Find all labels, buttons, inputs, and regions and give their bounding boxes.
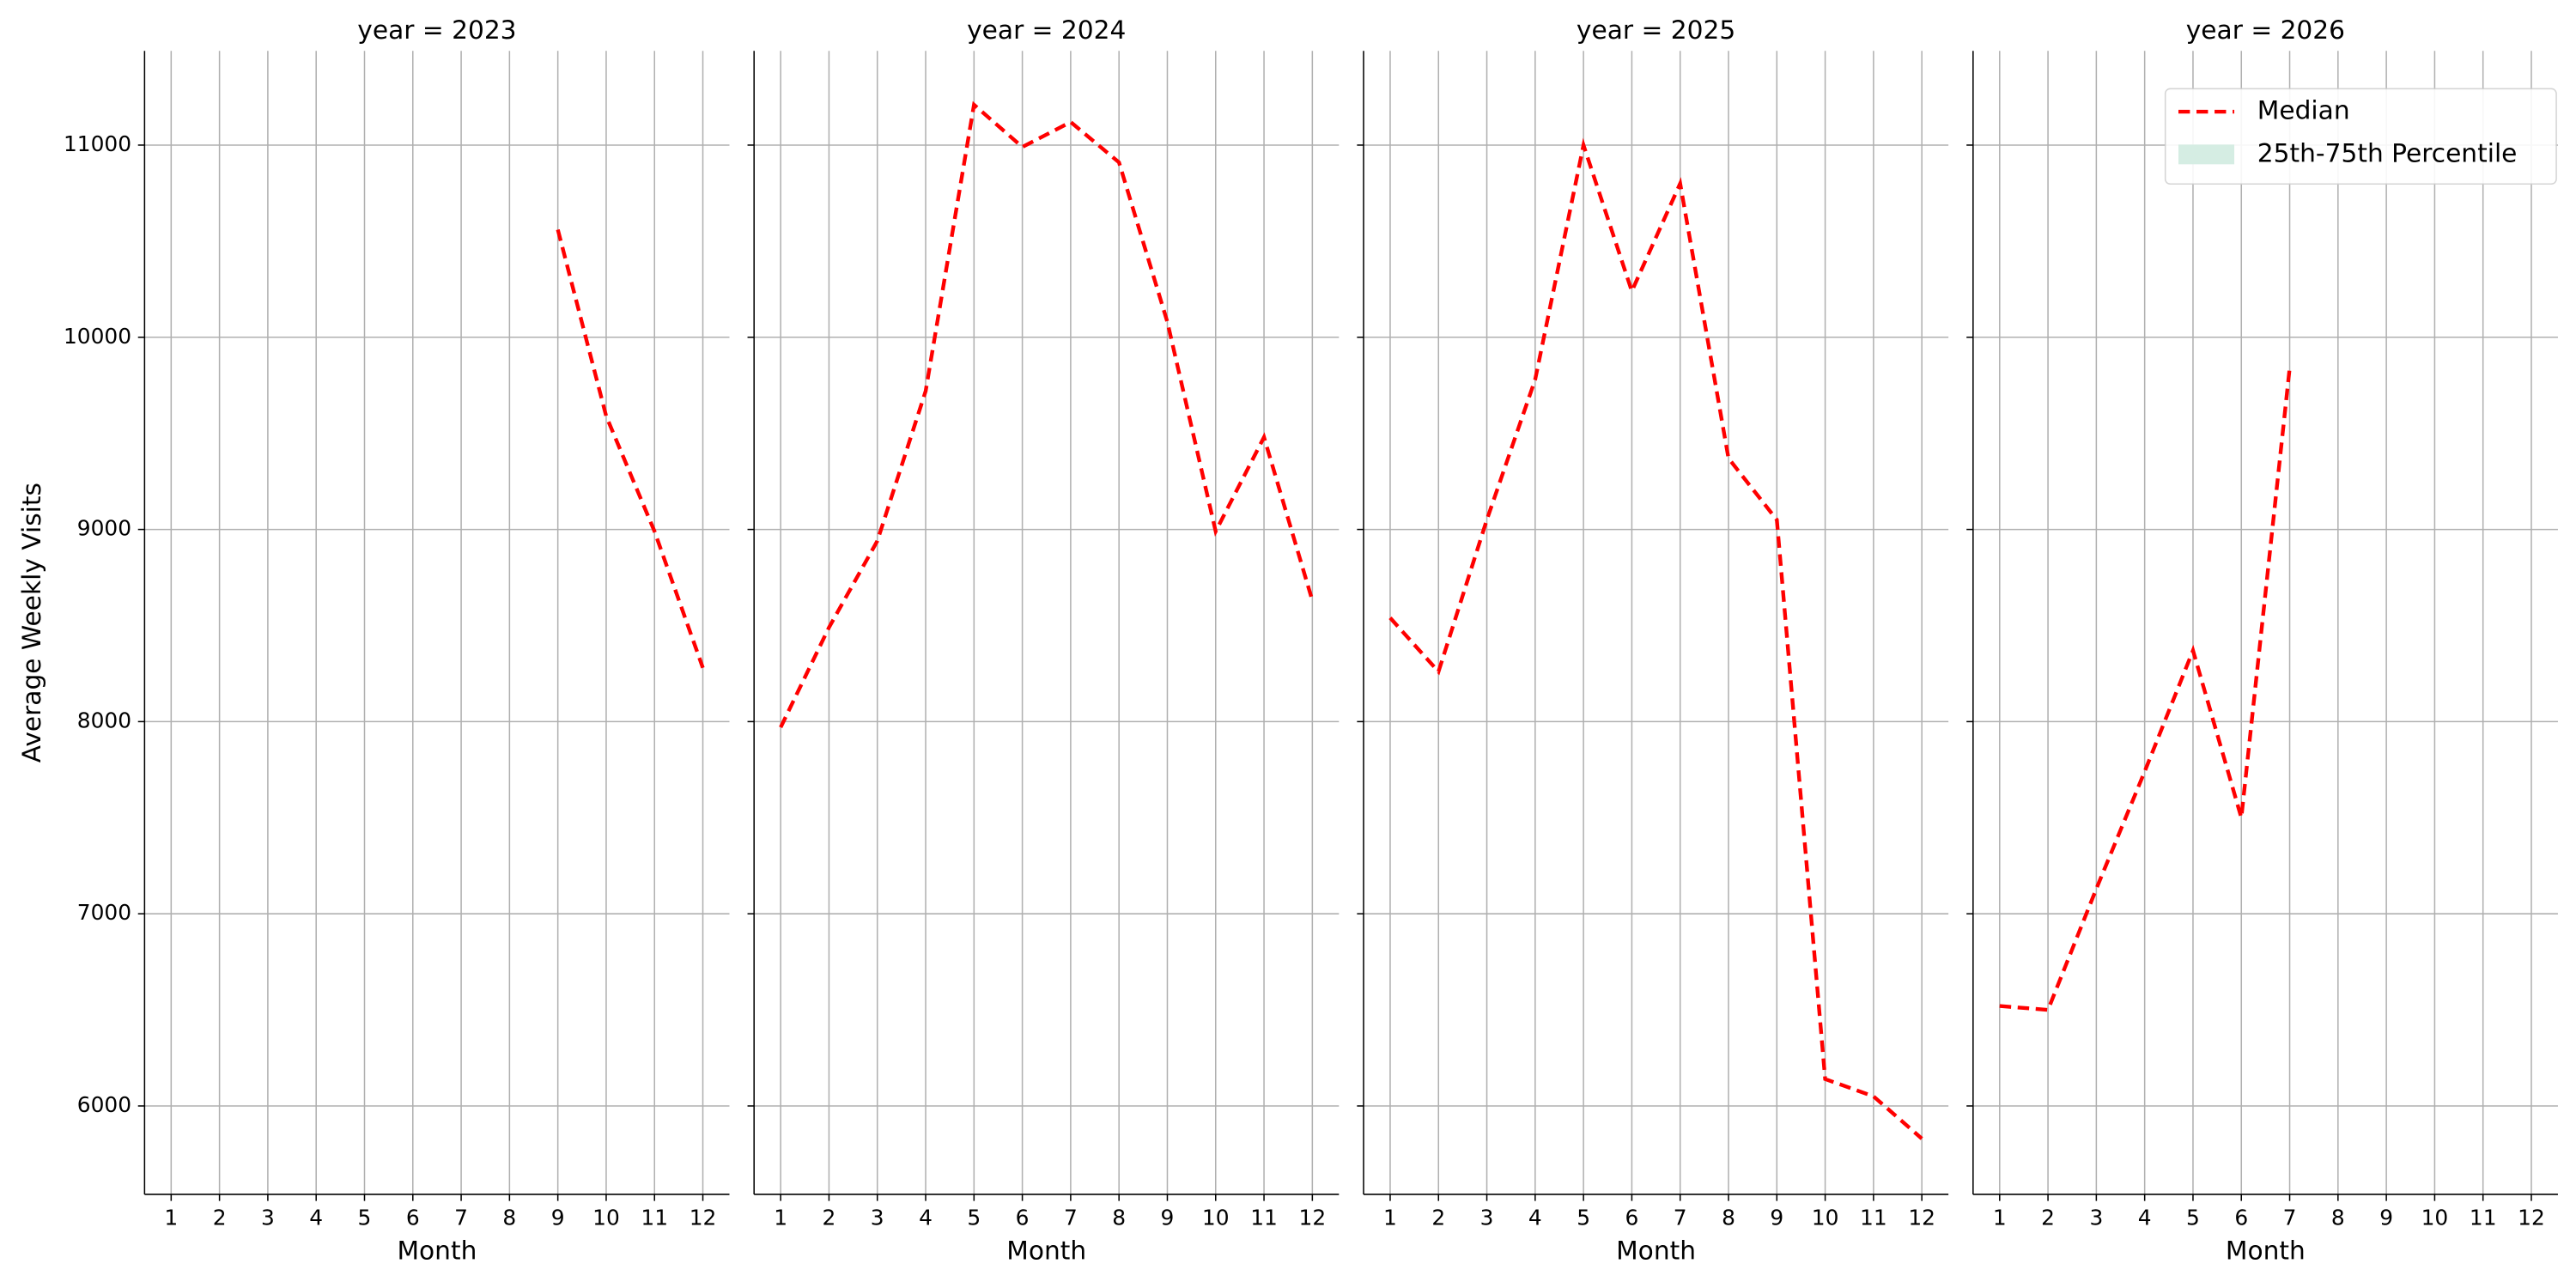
median-line [556, 228, 705, 669]
x-tick-label: 7 [1674, 1206, 1687, 1230]
x-tick-label: 7 [454, 1206, 468, 1230]
x-tick-label: 2 [823, 1206, 836, 1230]
x-tick-label: 6 [1016, 1206, 1030, 1230]
x-tick-label: 11 [2470, 1206, 2497, 1230]
legend-label: Median [2257, 95, 2350, 125]
panel-title: year = 2026 [2186, 15, 2345, 45]
x-tick-label: 5 [2186, 1206, 2200, 1230]
x-tick-label: 9 [1770, 1206, 1783, 1230]
x-tick-label: 1 [774, 1206, 787, 1230]
y-tick-label: 8000 [77, 708, 131, 732]
x-tick-label: 10 [2421, 1206, 2449, 1230]
y-axis-label: Average Weekly Visits [16, 483, 46, 762]
y-tick-label: 7000 [77, 900, 131, 925]
x-tick-label: 1 [1383, 1206, 1397, 1230]
x-tick-label: 12 [690, 1206, 717, 1230]
y-tick-label: 9000 [77, 516, 131, 541]
x-tick-label: 3 [261, 1206, 275, 1230]
x-tick-label: 7 [1064, 1206, 1078, 1230]
x-tick-label: 6 [406, 1206, 420, 1230]
x-tick-label: 8 [502, 1206, 516, 1230]
x-tick-label: 2 [1431, 1206, 1445, 1230]
x-tick-label: 9 [551, 1206, 565, 1230]
x-tick-label: 6 [2234, 1206, 2248, 1230]
y-tick-label: 10000 [64, 324, 131, 349]
x-tick-label: 5 [358, 1206, 372, 1230]
x-tick-label: 4 [2138, 1206, 2152, 1230]
x-tick-label: 6 [1625, 1206, 1639, 1230]
x-tick-label: 11 [641, 1206, 668, 1230]
x-tick-label: 10 [1812, 1206, 1839, 1230]
legend-swatch [2178, 144, 2235, 165]
panel-title: year = 2023 [357, 15, 516, 45]
x-tick-label: 12 [1908, 1206, 1935, 1230]
median-line [1388, 137, 1923, 1140]
x-tick-label: 5 [1577, 1206, 1590, 1230]
x-tick-label: 8 [2331, 1206, 2345, 1230]
median-line [779, 100, 1315, 729]
x-axis-label: Month [2226, 1235, 2306, 1265]
x-tick-label: 12 [1299, 1206, 1327, 1230]
x-tick-label: 3 [871, 1206, 884, 1230]
x-tick-label: 2 [2041, 1206, 2055, 1230]
x-axis-label: Month [397, 1235, 477, 1265]
x-tick-label: 8 [1112, 1206, 1126, 1230]
x-tick-label: 2 [213, 1206, 227, 1230]
x-tick-label: 1 [1993, 1206, 2007, 1230]
legend-box [2164, 88, 2557, 185]
x-tick-label: 11 [1250, 1206, 1278, 1230]
y-tick-label: 6000 [77, 1092, 131, 1117]
y-tick-label: 11000 [64, 131, 131, 156]
x-tick-label: 9 [2379, 1206, 2393, 1230]
x-tick-label: 9 [1161, 1206, 1175, 1230]
x-tick-label: 1 [164, 1206, 178, 1230]
x-tick-label: 10 [592, 1206, 620, 1230]
x-tick-label: 3 [1480, 1206, 1494, 1230]
x-tick-label: 12 [2518, 1206, 2545, 1230]
x-tick-label: 4 [919, 1206, 933, 1230]
x-tick-label: 10 [1202, 1206, 1230, 1230]
x-tick-label: 7 [2283, 1206, 2297, 1230]
x-tick-label: 3 [2089, 1206, 2103, 1230]
x-tick-label: 4 [1528, 1206, 1542, 1230]
x-axis-label: Month [1616, 1235, 1696, 1265]
x-tick-label: 4 [309, 1206, 323, 1230]
legend-label: 25th-75th Percentile [2257, 137, 2518, 167]
x-tick-label: 8 [1722, 1206, 1735, 1230]
panel-title: year = 2024 [967, 15, 1126, 45]
panel-title: year = 2025 [1577, 15, 1735, 45]
x-tick-label: 11 [1860, 1206, 1887, 1230]
x-axis-label: Month [1006, 1235, 1086, 1265]
x-tick-label: 5 [967, 1206, 981, 1230]
